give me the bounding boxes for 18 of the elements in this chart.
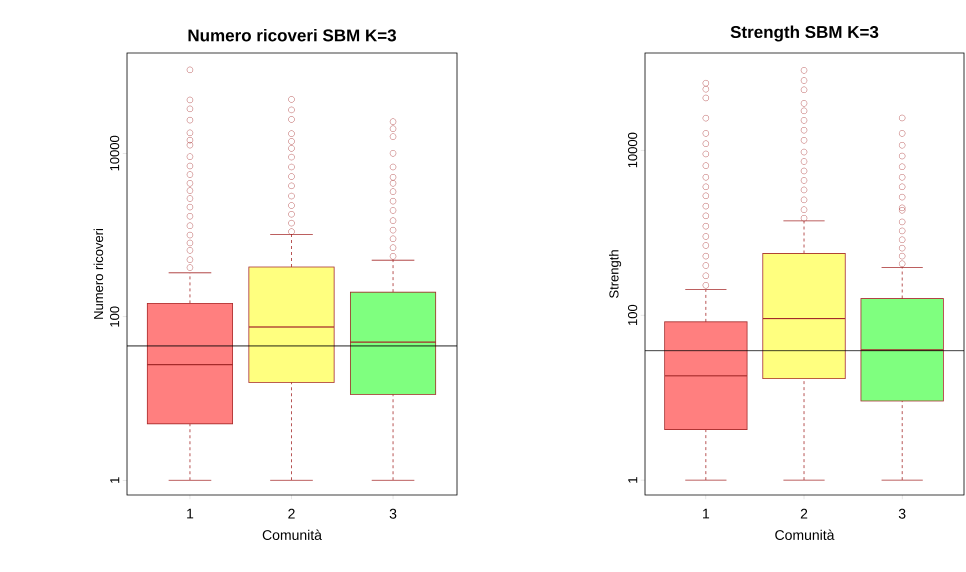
- x-tick-label: 1: [703, 508, 710, 518]
- y-tick-label: 100: [110, 306, 120, 327]
- y-axis-title: Numero ricoveri: [94, 229, 104, 319]
- y-tick-label: 10000: [110, 136, 120, 170]
- x-tick-label: 2: [800, 508, 808, 519]
- x-tick-label: 1: [187, 508, 194, 518]
- chart-title: Numero ricoveri SBM K=3: [188, 28, 396, 42]
- x-tick-label: 3: [898, 508, 906, 519]
- x-axis-title: Comunità: [775, 530, 834, 540]
- x-tick-label: 2: [288, 508, 295, 519]
- y-tick-label: 10000: [628, 132, 638, 168]
- chart-title: Strength SBM K=3: [730, 26, 878, 42]
- y-tick-label: 1: [110, 477, 120, 483]
- x-tick-label: 3: [390, 508, 396, 519]
- y-axis-title: Strength: [609, 250, 622, 298]
- y-tick-label: 1: [628, 477, 638, 483]
- x-axis-title: Comunità: [262, 530, 322, 540]
- y-tick-label: 100: [628, 304, 638, 326]
